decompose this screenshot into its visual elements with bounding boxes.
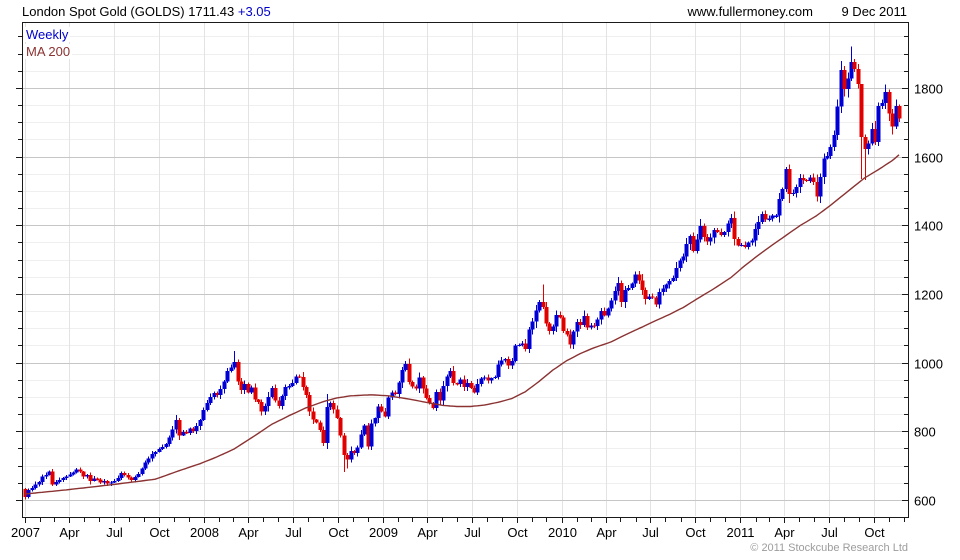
svg-text:1200: 1200	[914, 288, 943, 303]
date-label: 9 Dec 2011	[841, 4, 907, 19]
legend-ma200-label: MA 200	[24, 44, 73, 59]
svg-text:Apr: Apr	[59, 525, 80, 540]
svg-text:1000: 1000	[914, 357, 943, 372]
svg-text:Jul: Jul	[464, 525, 481, 540]
svg-text:Jul: Jul	[821, 525, 838, 540]
svg-text:2010: 2010	[548, 525, 577, 540]
svg-text:Jul: Jul	[642, 525, 659, 540]
svg-text:2009: 2009	[369, 525, 398, 540]
website-label: www.fullermoney.com	[687, 4, 813, 19]
svg-text:Apr: Apr	[596, 525, 617, 540]
svg-text:Jul: Jul	[106, 525, 123, 540]
svg-text:Apr: Apr	[774, 525, 795, 540]
price-change: +3.05	[237, 4, 271, 19]
svg-text:1800: 1800	[914, 82, 943, 97]
svg-text:2011: 2011	[727, 525, 755, 540]
copyright-notice: © 2011 Stockcube Research Ltd	[750, 542, 908, 554]
svg-text:Apr: Apr	[238, 525, 259, 540]
svg-text:Oct: Oct	[507, 525, 528, 540]
svg-text:1400: 1400	[914, 219, 943, 234]
svg-text:Jul: Jul	[285, 525, 302, 540]
svg-text:Oct: Oct	[685, 525, 706, 540]
legend-weekly-label: Weekly	[24, 27, 71, 42]
svg-text:Oct: Oct	[149, 525, 170, 540]
instrument-and-price: London Spot Gold (GOLDS) 1711.43	[22, 4, 235, 19]
svg-text:800: 800	[914, 425, 936, 440]
svg-text:1600: 1600	[914, 151, 943, 166]
chart-title: London Spot Gold (GOLDS) 1711.43 +3.05	[22, 4, 271, 19]
svg-text:Apr: Apr	[417, 525, 438, 540]
svg-text:Oct: Oct	[864, 525, 885, 540]
svg-text:2007: 2007	[11, 525, 40, 540]
svg-text:2008: 2008	[190, 525, 219, 540]
svg-text:Oct: Oct	[328, 525, 349, 540]
svg-text:600: 600	[914, 494, 936, 509]
